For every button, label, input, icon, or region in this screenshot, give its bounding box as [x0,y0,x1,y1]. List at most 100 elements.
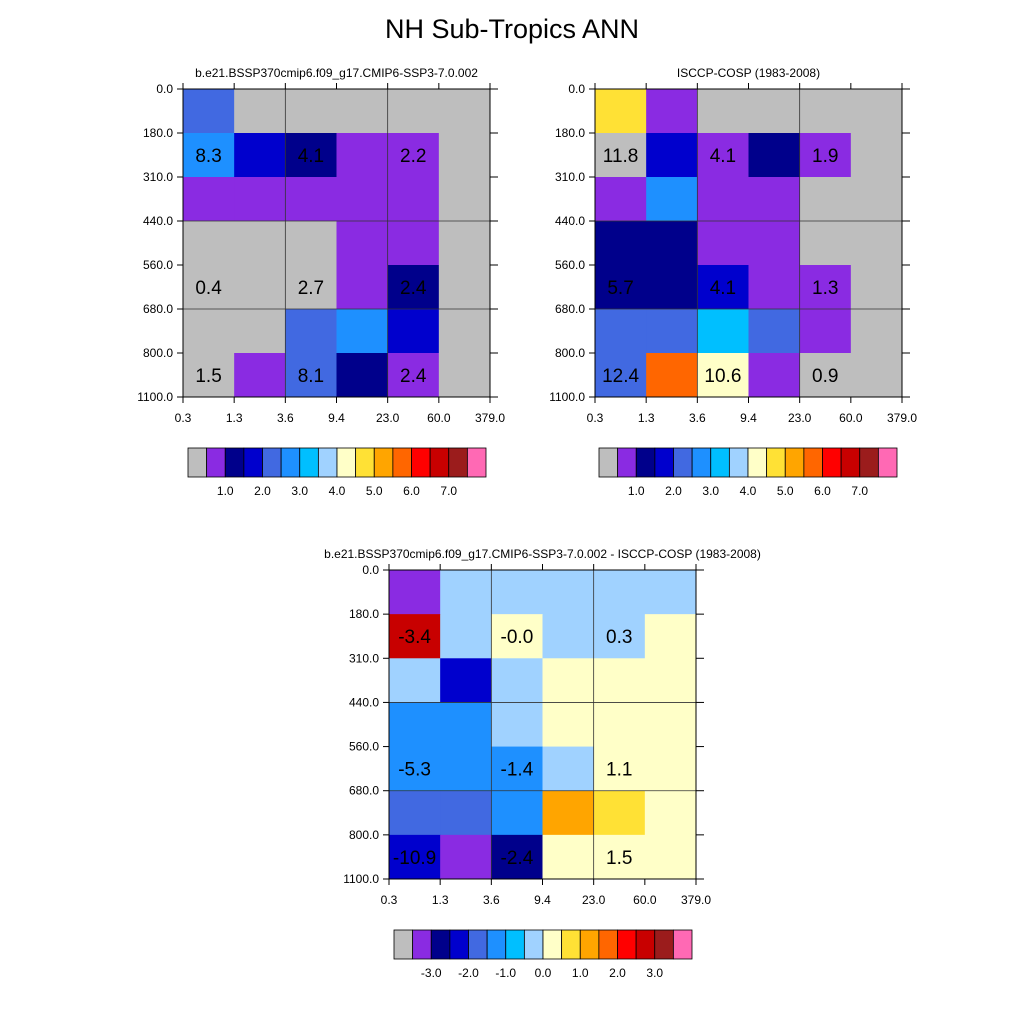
heatmap-cell [234,133,286,178]
x-tick-label: 0.3 [381,893,398,907]
colorbar-tick-label: 3.0 [702,484,719,498]
colorbar-tick-label: -1.0 [495,966,516,980]
heatmap-cell [336,89,389,134]
colorbar-swatch [803,447,823,478]
heatmap-cell [799,221,852,266]
cell-value-label: 4.1 [298,146,324,167]
heatmap-cell [491,790,543,836]
cell-value-label: 1.3 [812,278,838,299]
colorbar: 1.0 2.0 3.0 4.0 5.0 6.0 7.0 [598,447,898,498]
heatmap-cell [491,614,543,659]
heatmap-cell [748,89,801,134]
y-tick-label: 440.0 [143,214,173,228]
colorbar-swatch [877,447,898,478]
colorbar-tick-label: 3.0 [646,966,663,980]
heatmap-cell [336,133,389,178]
heatmap-cell [595,221,647,266]
cell-value-label: -5.3 [398,760,431,781]
y-tick-label: 800.0 [555,346,585,360]
colorbar-tick-label: 4.0 [329,484,346,498]
heatmap-cell [644,834,697,880]
y-tick-label: 1100.0 [549,390,585,404]
heatmap-cell [646,265,698,310]
colorbar-swatch [728,447,749,478]
colorbar-swatch [468,929,488,960]
colorbar-tick-label: 1.0 [217,484,234,498]
heatmap-cell [644,570,697,615]
heatmap-cell [336,353,389,398]
x-tick-label: 3.6 [689,411,706,425]
y-tick-label: 800.0 [349,828,379,842]
colorbar-swatch [243,447,263,478]
y-tick-label: 440.0 [349,695,379,709]
colorbar-tick-label: 2.0 [665,484,682,498]
heatmap-cell [336,309,389,354]
heatmap-cell [697,353,749,398]
colorbar-tick-label: -3.0 [421,966,442,980]
colorbar-swatch [859,447,879,478]
heatmap-cell [438,221,491,266]
x-tick-label: 3.6 [483,893,500,907]
heatmap-cell [593,790,646,836]
heatmap-cell [593,834,646,880]
y-tick-label: 0.0 [362,563,379,577]
cell-value-label: 4.1 [710,146,736,167]
heatmap-cell [748,309,801,354]
heatmap-cell [387,353,440,398]
colorbar-swatch [373,447,394,478]
cell-value-label: -0.0 [501,627,534,648]
heatmap-cell [389,570,441,615]
heatmap-cell [285,177,337,222]
heatmap-cell [850,265,903,310]
colorbar-tick-label: 6.0 [814,484,831,498]
heatmap-cell [491,834,543,880]
heatmap-cell [748,265,801,310]
heatmap-cell [389,790,441,836]
heatmap-cell [440,658,492,703]
heatmap-panel-1: b.e21.BSSP370cmip6.f09_g17.CMIP6-SSP3-7.… [137,66,505,498]
colorbar-swatch [654,929,674,960]
heatmap-cell [595,133,647,178]
cell-value-label: 0.4 [195,278,222,299]
colorbar-tick-label: -2.0 [458,966,479,980]
heatmap-cell [183,133,235,178]
heatmap-cell [285,265,337,310]
heatmap-cell [387,133,440,178]
colorbar-tick-label: 5.0 [366,484,383,498]
colorbar-swatch [187,447,208,478]
x-tick-label: 3.6 [277,411,294,425]
heatmap-cell [438,89,491,134]
heatmap-cell [646,309,698,354]
colorbar-swatch [430,929,451,960]
colorbar-swatch [449,929,469,960]
heatmap-cell [183,265,235,310]
colorbar-swatch [617,447,637,478]
colorbar-swatch [411,447,431,478]
heatmap-cell [440,790,492,836]
colorbar-swatch [598,929,618,960]
y-tick-label: 680.0 [349,784,379,798]
heatmap-cell [644,702,697,748]
heatmap-cell [697,309,749,354]
heatmap-cell [850,353,903,398]
heatmap-cell [644,614,697,659]
cell-value-label: 2.7 [298,278,324,299]
colorbar-swatch [466,447,487,478]
heatmap-cell [440,570,492,615]
heatmap-cell [799,133,852,178]
cell-value-label: 1.9 [812,146,838,167]
colorbar-swatch [635,447,656,478]
heatmap-cell [748,221,801,266]
heatmap-cell [389,834,441,880]
cell-value-label: 4.1 [710,278,736,299]
heatmap-cell [387,265,440,310]
heatmap-cell [285,309,337,354]
colorbar-tick-label: 7.0 [440,484,457,498]
colorbar-swatch [691,447,712,478]
heatmap-cell [799,177,852,222]
heatmap-cell [234,353,286,398]
heatmap-cell [748,133,801,178]
x-tick-label: 9.4 [740,411,757,425]
y-tick-label: 680.0 [143,302,173,316]
x-tick-label: 23.0 [582,893,606,907]
